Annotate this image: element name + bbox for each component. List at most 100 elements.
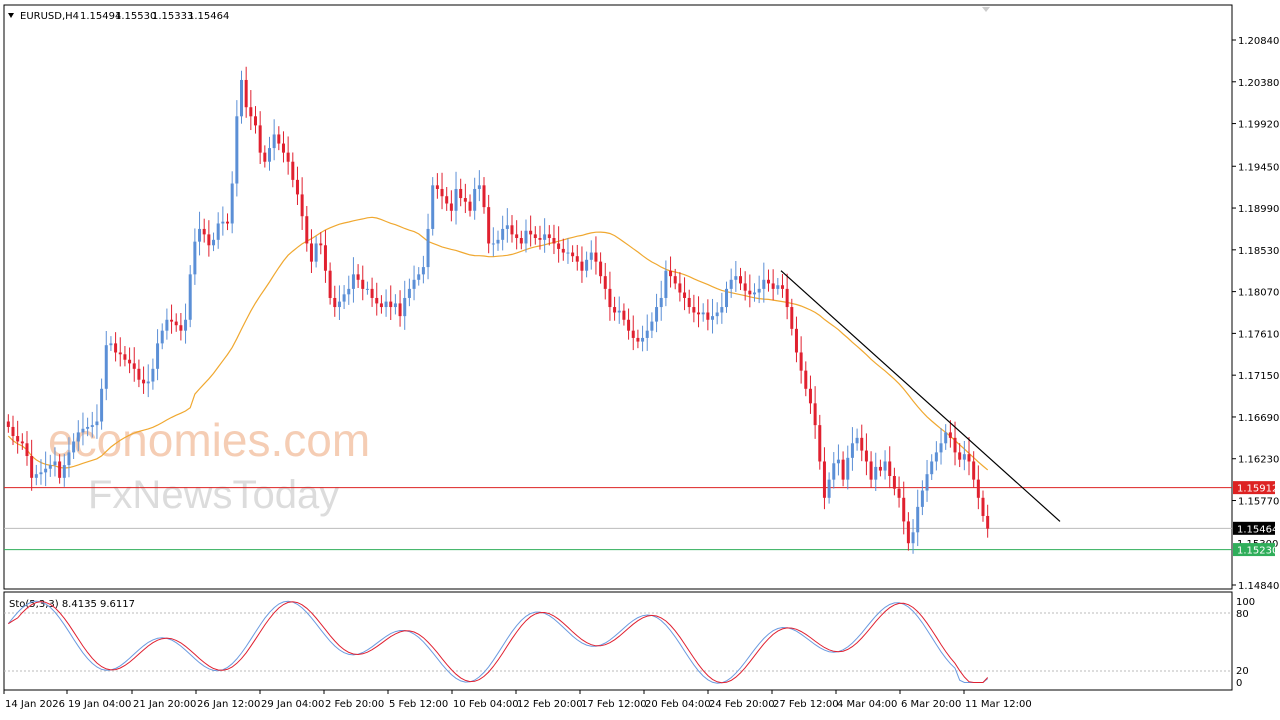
candle-bear <box>603 276 607 289</box>
candle-bull <box>664 270 668 298</box>
candle-bull <box>617 310 621 313</box>
candle-bull <box>855 437 859 444</box>
candle-bull <box>491 243 495 245</box>
candle-bull <box>365 288 369 290</box>
price-axis-label: 1.20840 <box>1238 36 1279 47</box>
time-axis-label: 10 Feb 04:00 <box>453 699 519 710</box>
stochastic-k-line <box>7 600 989 684</box>
watermark-fxnewstoday: FxNewsToday <box>88 473 339 517</box>
candle-bear <box>361 279 365 289</box>
candle-bull <box>641 337 645 342</box>
candle-bull <box>715 312 719 317</box>
candle-bear <box>370 288 374 298</box>
candle-bull <box>426 228 430 268</box>
candle-bear <box>128 359 132 364</box>
time-axis-label: 20 Feb 04:00 <box>645 699 711 710</box>
candle-bear <box>482 185 486 208</box>
candle-bear <box>253 116 257 126</box>
candle-bear <box>864 450 868 462</box>
candle-bear <box>174 321 178 326</box>
resistance-price-tag: 1.15912 <box>1233 481 1278 495</box>
candle-bear <box>389 301 393 308</box>
candle-bear <box>580 261 584 271</box>
close-price: 1.15464 <box>188 11 229 22</box>
candle-bull <box>272 134 276 149</box>
candle-bear <box>202 228 206 235</box>
candle-bull <box>351 274 355 289</box>
candle-bear <box>20 441 24 444</box>
price-axis-label: 1.20380 <box>1238 78 1279 89</box>
candle-bull <box>421 267 425 275</box>
stochastic-label: Sto(5,3,3) 8.4135 9.6117 <box>9 599 135 610</box>
stoch-axis-100: 100 <box>1236 597 1255 608</box>
time-axis-label: 26 Jan 12:00 <box>197 699 260 710</box>
candle-bear <box>25 443 29 457</box>
candle-bear <box>170 319 174 322</box>
price-axis-label: 1.14840 <box>1238 581 1279 592</box>
candle-bear <box>869 461 873 480</box>
candle-bull <box>762 279 766 289</box>
chart-shift-marker-icon[interactable] <box>982 7 990 12</box>
candle-bear <box>123 354 127 360</box>
triangle-down-icon[interactable] <box>8 13 14 18</box>
candle-bear <box>449 203 453 211</box>
candle-bull <box>86 426 90 429</box>
candle-bull <box>757 288 761 293</box>
time-axis-label: 11 Mar 12:00 <box>965 699 1032 710</box>
candle-bull <box>524 230 528 244</box>
candle-bear <box>571 252 575 257</box>
candle-bull <box>34 474 38 478</box>
time-axis-label: 2 Feb 20:00 <box>325 699 384 710</box>
candle-bear <box>435 185 439 189</box>
candle-bull <box>501 228 505 240</box>
candle-bull <box>752 292 756 295</box>
candle-bull <box>407 288 411 298</box>
price-axis-label: 1.16690 <box>1238 413 1279 424</box>
candle-bull <box>188 274 192 320</box>
candle-bull <box>920 490 924 507</box>
time-axis-label: 17 Feb 12:00 <box>581 699 647 710</box>
candle-bull <box>939 443 943 453</box>
candle-bear <box>683 292 687 298</box>
candle-bull <box>496 239 500 244</box>
candle-bear <box>137 368 141 380</box>
price-axis-label: 1.15770 <box>1238 497 1279 508</box>
candle-bull <box>836 459 840 464</box>
candle-bull <box>734 276 738 280</box>
candle-bear <box>356 274 360 280</box>
price-pane[interactable] <box>3 4 1233 590</box>
candle-bear <box>790 307 794 329</box>
support-tag-bg <box>1233 543 1275 557</box>
candle-bear <box>305 216 309 244</box>
candle-bear <box>263 152 267 162</box>
candle-bear <box>822 461 826 498</box>
time-axis-label: 19 Jan 04:00 <box>68 699 131 710</box>
stochastic-d-line <box>8 601 989 684</box>
time-axis-label: 24 Feb 20:00 <box>709 699 775 710</box>
candle-bull <box>417 274 421 280</box>
candle-bear <box>897 488 901 498</box>
candle-bear <box>379 303 383 308</box>
stochastic-pane[interactable] <box>3 591 1233 691</box>
candle-bull <box>39 472 43 475</box>
candle-bull <box>720 307 724 313</box>
candle-bull <box>827 479 831 498</box>
candle-bear <box>226 221 230 224</box>
candle-bull <box>314 243 318 262</box>
candle-bear <box>440 188 444 197</box>
trendline[interactable] <box>780 270 1061 522</box>
candle-bull <box>911 532 915 544</box>
candle-bull <box>711 316 715 320</box>
candle-bull <box>104 345 108 389</box>
candle-bull <box>850 443 854 458</box>
candle-bear <box>743 283 747 291</box>
time-axis-label: 27 Feb 12:00 <box>773 699 839 710</box>
candle-bear <box>6 421 10 427</box>
time-axis-label: 21 Jan 20:00 <box>133 699 196 710</box>
stoch-axis-80: 80 <box>1236 609 1249 620</box>
symbol-label: EURUSD,H4 <box>20 11 79 22</box>
candle-bear <box>328 270 332 298</box>
candle-bear <box>132 363 136 369</box>
